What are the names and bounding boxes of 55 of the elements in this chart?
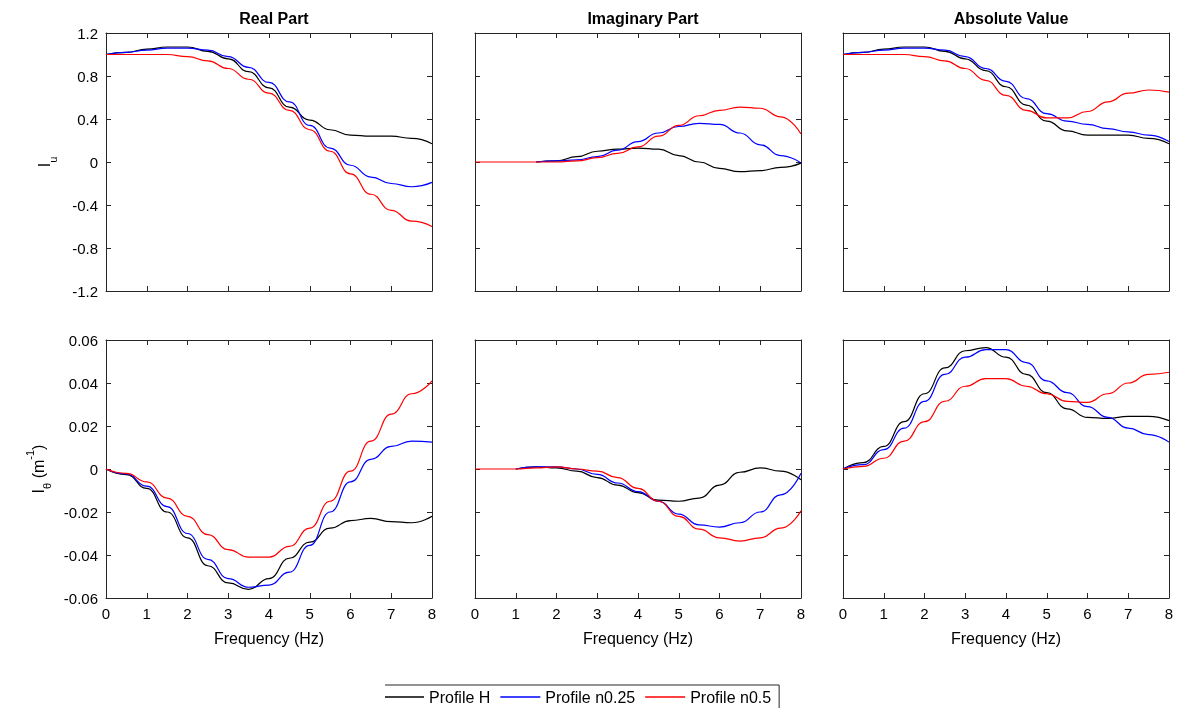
x-tick-label: 8 — [427, 605, 437, 622]
legend-label: Profile H — [429, 688, 491, 706]
y-tick-label: -0.04 — [63, 546, 98, 564]
y-tick-label: 0 — [89, 153, 98, 171]
x-tick-label: 2 — [920, 605, 929, 622]
x-axis-title: Frequency (Hz) — [582, 629, 694, 647]
y-tick-label: -0.8 — [72, 239, 98, 257]
y-tick-label: 0.8 — [77, 67, 98, 85]
x-tick-label: 0 — [838, 605, 848, 622]
x-tick-label: 8 — [1164, 605, 1174, 622]
x-tick-label: 3 — [961, 605, 970, 622]
x-tick-label: 1 — [142, 605, 151, 622]
legend-label: Profile n0.25 — [545, 688, 636, 706]
y-tick-label: 1.2 — [77, 24, 98, 42]
x-tick-label: 0 — [470, 605, 480, 622]
x-axis-title: Frequency (Hz) — [213, 629, 325, 647]
x-tick-label: 1 — [879, 605, 888, 622]
line-series — [105, 380, 433, 558]
x-tick-label: 6 — [346, 605, 355, 622]
y-tick-label: -0.06 — [63, 589, 98, 607]
y-tick-label: 0 — [89, 460, 98, 478]
x-tick-label: 2 — [183, 605, 192, 622]
x-tick-label: 5 — [1042, 605, 1051, 622]
chart-title: Real Part — [239, 9, 310, 27]
x-tick-label: 3 — [593, 605, 602, 622]
y-axis-title: Iu — [35, 156, 59, 168]
x-tick-label: 5 — [305, 605, 314, 622]
y-tick-label: 0.02 — [68, 417, 98, 435]
y-tick-label: -1.2 — [72, 282, 98, 300]
x-tick-label: 8 — [796, 605, 806, 622]
x-tick-label: 3 — [224, 605, 233, 622]
chart-title: Imaginary Part — [587, 9, 700, 27]
x-tick-label: 7 — [756, 605, 765, 622]
x-axis-title: Frequency (Hz) — [950, 629, 1062, 647]
y-tick-label: 0.04 — [68, 374, 98, 392]
y-tick-label: -0.02 — [63, 503, 98, 521]
x-tick-label: 0 — [101, 605, 111, 622]
line-series — [105, 53, 433, 228]
x-tick-label: 5 — [674, 605, 683, 622]
x-tick-label: 6 — [715, 605, 724, 622]
x-tick-label: 4 — [633, 605, 643, 622]
x-tick-label: 4 — [264, 605, 274, 622]
x-tick-label: 1 — [511, 605, 520, 622]
y-tick-label: -0.4 — [72, 196, 98, 214]
y-tick-label: 0.06 — [68, 331, 98, 349]
x-tick-label: 7 — [1124, 605, 1133, 622]
x-tick-label: 6 — [1083, 605, 1092, 622]
y-axis-title: Iθ (m-1) — [24, 444, 54, 494]
line-series — [105, 47, 433, 188]
chart-title: Absolute Value — [953, 9, 1069, 27]
y-tick-label: 0.4 — [77, 110, 98, 128]
x-tick-label: 7 — [387, 605, 396, 622]
x-tick-label: 2 — [552, 605, 561, 622]
x-tick-label: 4 — [1001, 605, 1011, 622]
legend-label: Profile n0.5 — [690, 688, 772, 706]
